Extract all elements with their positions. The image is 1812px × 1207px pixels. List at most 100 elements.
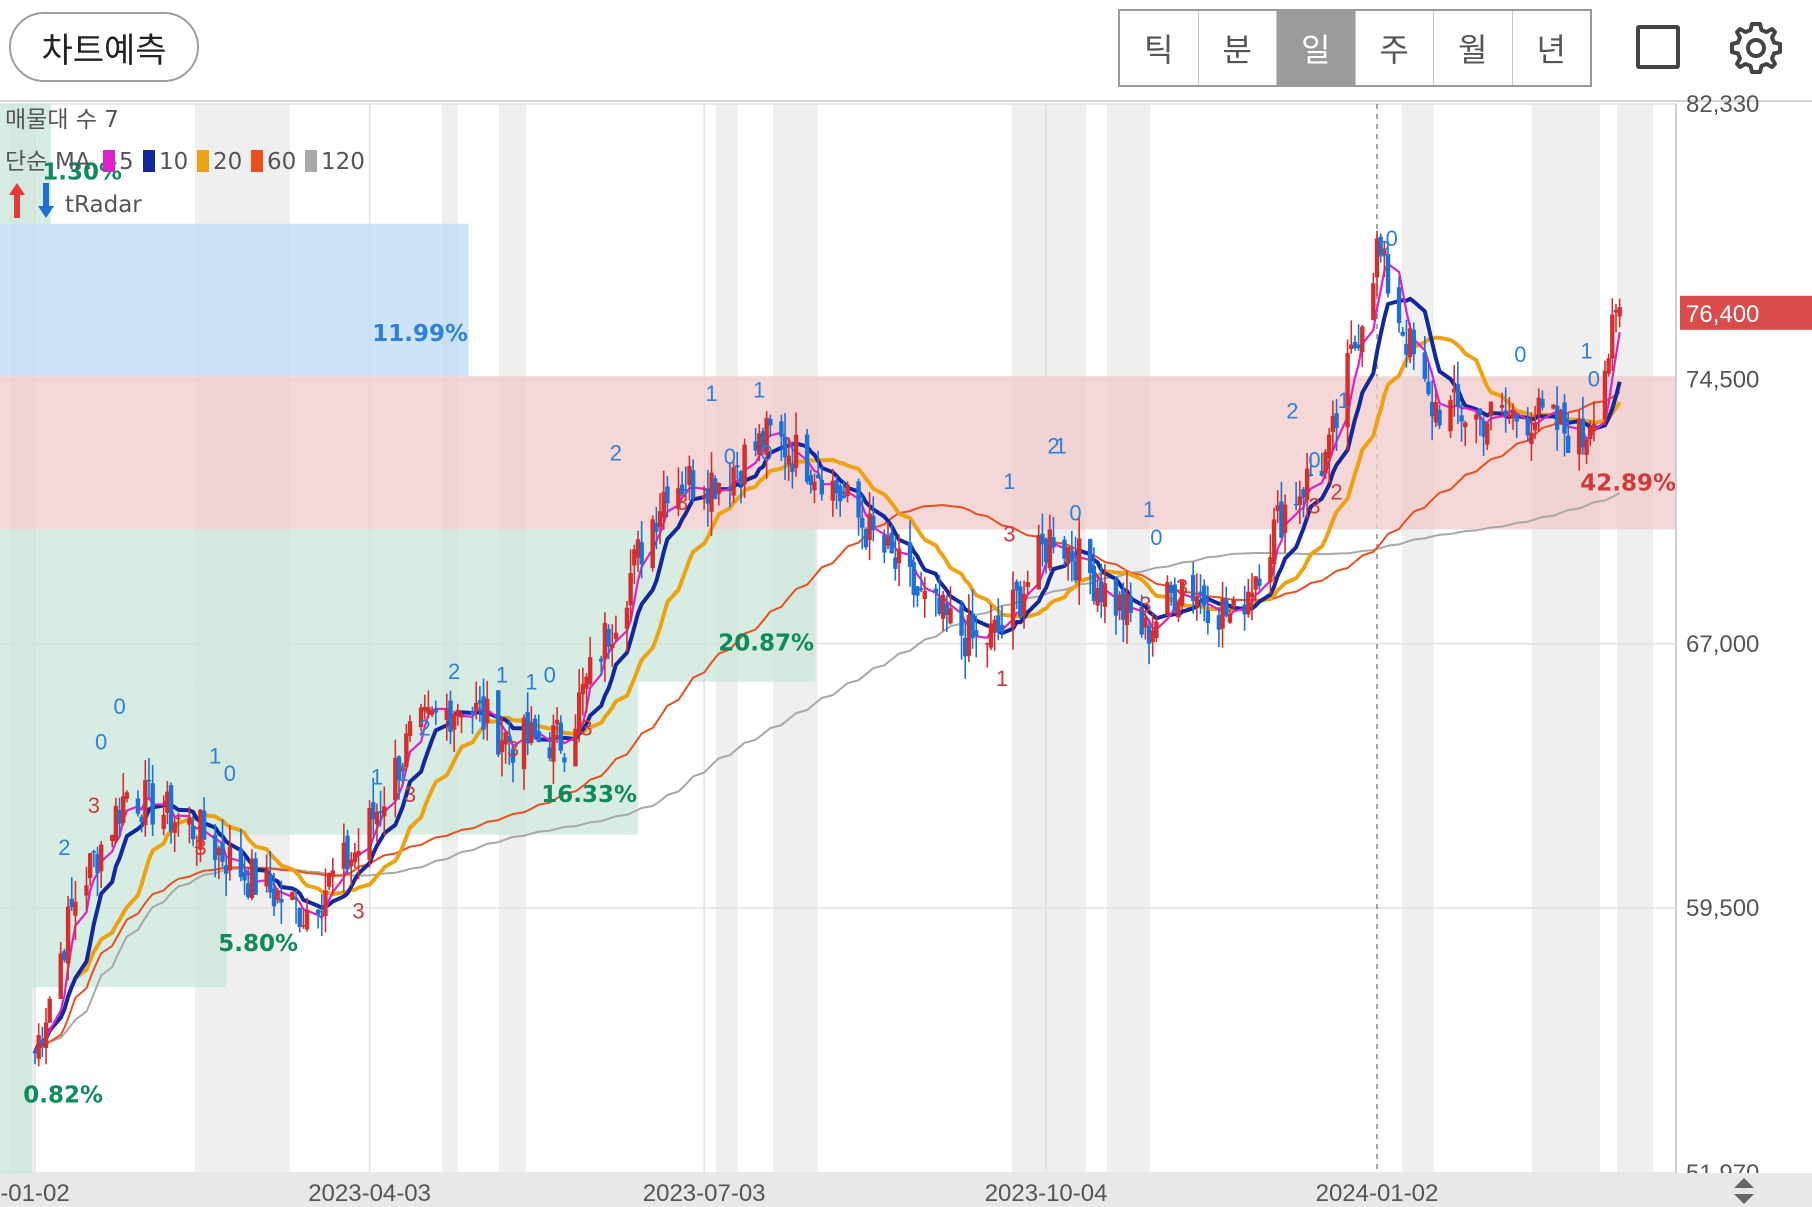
- signal-marker: 0: [724, 444, 736, 469]
- signal-marker: 2: [58, 835, 70, 860]
- candle-body: [227, 846, 233, 871]
- candle-body: [768, 418, 773, 426]
- candlesticks: [32, 230, 1622, 1067]
- candle-body: [937, 597, 942, 614]
- candle-body: [1481, 420, 1486, 437]
- candle-body: [845, 484, 850, 497]
- legend-tradar: tRadar: [65, 192, 142, 218]
- legend-ma-swatch: [103, 150, 115, 172]
- candle-body: [382, 806, 387, 817]
- volume-profile-pct-label: 42.89%: [1580, 471, 1676, 497]
- candle-body: [727, 486, 733, 489]
- candle-body: [1356, 344, 1361, 349]
- candle-body: [1279, 501, 1284, 538]
- candle-body: [841, 495, 847, 498]
- candle-body: [573, 728, 578, 767]
- candle-body: [1249, 592, 1255, 598]
- candle-body: [1231, 599, 1236, 608]
- candle-body: [815, 474, 821, 479]
- candle-body: [1349, 344, 1354, 349]
- candle-body: [264, 869, 269, 887]
- candle-body: [871, 515, 876, 531]
- tab-tick[interactable]: 틱: [1120, 11, 1199, 85]
- candle-body: [1205, 610, 1211, 624]
- volume-band: [0, 104, 51, 224]
- tab-minute[interactable]: 분: [1199, 11, 1277, 85]
- tab-day[interactable]: 일: [1277, 11, 1356, 85]
- candle-body: [830, 480, 836, 501]
- candle-body: [1385, 254, 1391, 294]
- shaded-period: [1107, 104, 1150, 1173]
- signal-marker: 2: [419, 715, 431, 740]
- candle-body: [499, 740, 505, 753]
- chart-predict-button[interactable]: 차트예측: [9, 12, 199, 82]
- candle-body: [701, 495, 707, 499]
- signal-marker: 0: [95, 729, 107, 754]
- candle-body: [110, 834, 115, 841]
- tab-week[interactable]: 주: [1356, 11, 1434, 85]
- legend: 매물대 수 7 단순 MA 5 10 20 60 120 tRadar: [5, 107, 365, 218]
- candle-body: [1529, 432, 1534, 444]
- candle-body: [451, 714, 457, 730]
- candle-body: [1613, 309, 1619, 313]
- candle-body: [279, 899, 284, 903]
- candle-body: [459, 714, 464, 718]
- candle-body: [922, 590, 927, 599]
- candle-body: [117, 810, 122, 824]
- signal-marker: 3: [1308, 494, 1320, 519]
- axes: 82,33074,50067,00059,50051,97076,400-01-…: [0, 91, 1812, 1207]
- y-tick-label: 82,330: [1686, 91, 1759, 118]
- candle-body: [95, 854, 100, 873]
- candle-body: [407, 721, 413, 736]
- tab-year[interactable]: 년: [1536, 31, 1566, 69]
- candle-body: [1220, 598, 1225, 629]
- ma20-line: [33, 335, 1622, 1054]
- candle-body: [536, 730, 541, 743]
- signal-marker: 3: [88, 793, 100, 818]
- candle-body: [933, 588, 938, 593]
- candle-body: [1246, 591, 1251, 615]
- candle-body: [959, 605, 964, 636]
- candle-body: [319, 911, 324, 913]
- volume-profile-pct-label: 16.33%: [541, 782, 637, 808]
- signal-marker: 2: [1330, 479, 1342, 504]
- square-icon[interactable]: [1636, 25, 1680, 69]
- candle-body: [554, 719, 560, 725]
- legend-ma-period: 10: [159, 149, 188, 175]
- candle-body: [113, 805, 119, 842]
- candle-body: [1474, 414, 1479, 420]
- candle-body: [650, 519, 655, 569]
- candle-body: [271, 888, 277, 907]
- candle-body: [1577, 418, 1582, 455]
- candle-body: [1330, 415, 1336, 432]
- candle-body: [1168, 584, 1174, 593]
- candle-body: [757, 433, 762, 455]
- candle-body: [882, 534, 887, 553]
- candle-body: [1216, 615, 1222, 630]
- candle-body: [1610, 314, 1615, 359]
- gear-icon[interactable]: [1726, 18, 1786, 78]
- candle-body: [1396, 287, 1402, 324]
- candle-body: [915, 586, 920, 596]
- signal-marker: 2: [448, 659, 460, 684]
- candle-body: [65, 906, 71, 964]
- signal-marker: 0: [113, 694, 125, 719]
- volume-profile-pct-label: 20.87%: [718, 630, 814, 656]
- candle-body: [1404, 343, 1409, 355]
- signal-marker: 1: [209, 743, 221, 768]
- candle-body: [268, 874, 273, 893]
- candle-body: [1429, 401, 1435, 417]
- candle-body: [606, 628, 611, 647]
- down-arrow-icon: [38, 183, 54, 218]
- candle-body: [1382, 248, 1387, 255]
- signal-marker: 3: [1139, 592, 1151, 617]
- candle-body: [635, 539, 641, 558]
- candle-body: [657, 511, 663, 528]
- candle-body: [1275, 505, 1280, 512]
- candle-body: [1242, 604, 1247, 615]
- candle-body: [1536, 397, 1541, 415]
- volume-profile-bands: [0, 104, 1676, 1173]
- tab-month[interactable]: 월: [1434, 11, 1513, 85]
